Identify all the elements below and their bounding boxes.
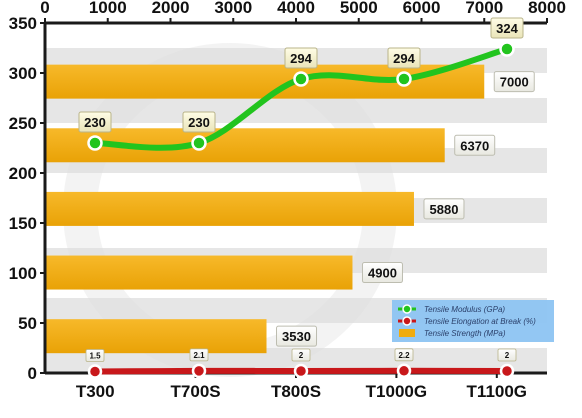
legend-point-marker [402, 304, 412, 314]
elongation-value-label: 2.2 [398, 351, 410, 360]
modulus-value-label-box [387, 47, 421, 69]
line-series [87, 41, 515, 379]
elongation-point [87, 364, 103, 379]
bar [45, 255, 353, 290]
legend-bar-marker [399, 329, 415, 337]
elongation-value-label-box [85, 349, 105, 362]
grid-band [45, 98, 547, 123]
top-axis-tick-label: 4000 [277, 0, 315, 17]
elongation-value-label-box [497, 348, 517, 362]
bar-value-label: 4900 [368, 266, 397, 281]
bar-series [45, 64, 485, 354]
modulus-point [499, 41, 515, 57]
legend: Tensile Modulus (GPa) Tensile Elongation … [392, 300, 554, 342]
bar-value-label-box [361, 262, 403, 284]
left-axis-tick-label: 250 [9, 114, 37, 133]
modulus-value-label: 324 [496, 21, 518, 36]
bar-value-label: 3530 [282, 329, 311, 344]
legend-point-marker [402, 316, 412, 326]
elongation-point [396, 363, 412, 379]
top-axis-tick-label: 6000 [403, 0, 441, 17]
modulus-value-label-box [284, 47, 318, 69]
bar-value-label: 6370 [460, 138, 489, 153]
left-axis-tick-label: 200 [9, 164, 37, 183]
elongation-value-label: 1.5 [89, 352, 101, 361]
elongation-value-label-box [189, 348, 209, 362]
bar [45, 64, 485, 99]
elongation-value-label-box [394, 348, 414, 362]
elongation-point [293, 363, 309, 379]
left-axis-tick-label: 350 [9, 14, 37, 33]
left-axis-tick-label: 50 [18, 314, 37, 333]
top-axis-tick-label: 1000 [89, 0, 127, 17]
modulus-value-label-box [78, 111, 112, 133]
category-label: T1000G [366, 382, 427, 401]
modulus-value-label-box [490, 17, 524, 39]
elongation-value-label: 2.1 [193, 351, 205, 360]
elongation-point [191, 363, 207, 379]
elongation-point [499, 363, 515, 379]
axes: 0 1000 2000 3000 4000 5000 6000 7000 8000 0 50 100 1… [9, 0, 566, 401]
legend-label: Tensile Strength (MPa) [424, 329, 506, 338]
top-axis-tick-label: 8000 [528, 0, 566, 17]
top-axis-tick-label: 5000 [340, 0, 378, 17]
elongation-value-label-box [291, 348, 311, 362]
legend-label: Tensile Modulus (GPa) [424, 305, 505, 314]
legend-label: Tensile Elongation at Break (%) [424, 317, 536, 326]
modulus-point [293, 71, 309, 87]
modulus-point [87, 135, 103, 151]
bar [45, 191, 414, 226]
bar [45, 319, 267, 354]
left-axis-tick-label: 0 [28, 364, 37, 383]
category-label: T300 [76, 382, 115, 401]
bar-value-label: 7000 [500, 75, 529, 90]
modulus-value-label: 230 [84, 115, 106, 130]
category-label: T1100G [467, 382, 528, 401]
category-label: T700S [171, 382, 221, 401]
modulus-value-label: 230 [188, 115, 210, 130]
left-axis-tick-label: 300 [9, 64, 37, 83]
legend-box [392, 300, 554, 342]
elongation-value-label: 2 [299, 351, 304, 360]
modulus-value-label: 294 [290, 51, 312, 66]
left-axis-tick-label: 100 [9, 264, 37, 283]
elongation-value-label: 2 [505, 351, 510, 360]
category-label: T800S [271, 382, 321, 401]
top-axis-tick-label: 3000 [214, 0, 252, 17]
modulus-point [191, 135, 207, 151]
bar-value-label-box [423, 198, 465, 220]
bar-value-label: 5880 [430, 202, 459, 217]
modulus-value-label-box [182, 111, 216, 133]
bar-value-label-box [454, 134, 496, 156]
top-axis-tick-label: 7000 [465, 0, 503, 17]
bar-value-label-box [493, 71, 535, 93]
modulus-value-label: 294 [393, 51, 415, 66]
left-axis-tick-label: 150 [9, 214, 37, 233]
data-labels: 3530 4900 5880 6370 7000 230 230 294 294 324 1.5 2.… [78, 17, 535, 362]
top-axis-tick-label: 2000 [152, 0, 190, 17]
top-axis-tick-label: 0 [40, 0, 49, 17]
bar-value-label-box [276, 325, 318, 347]
modulus-point [396, 71, 412, 87]
